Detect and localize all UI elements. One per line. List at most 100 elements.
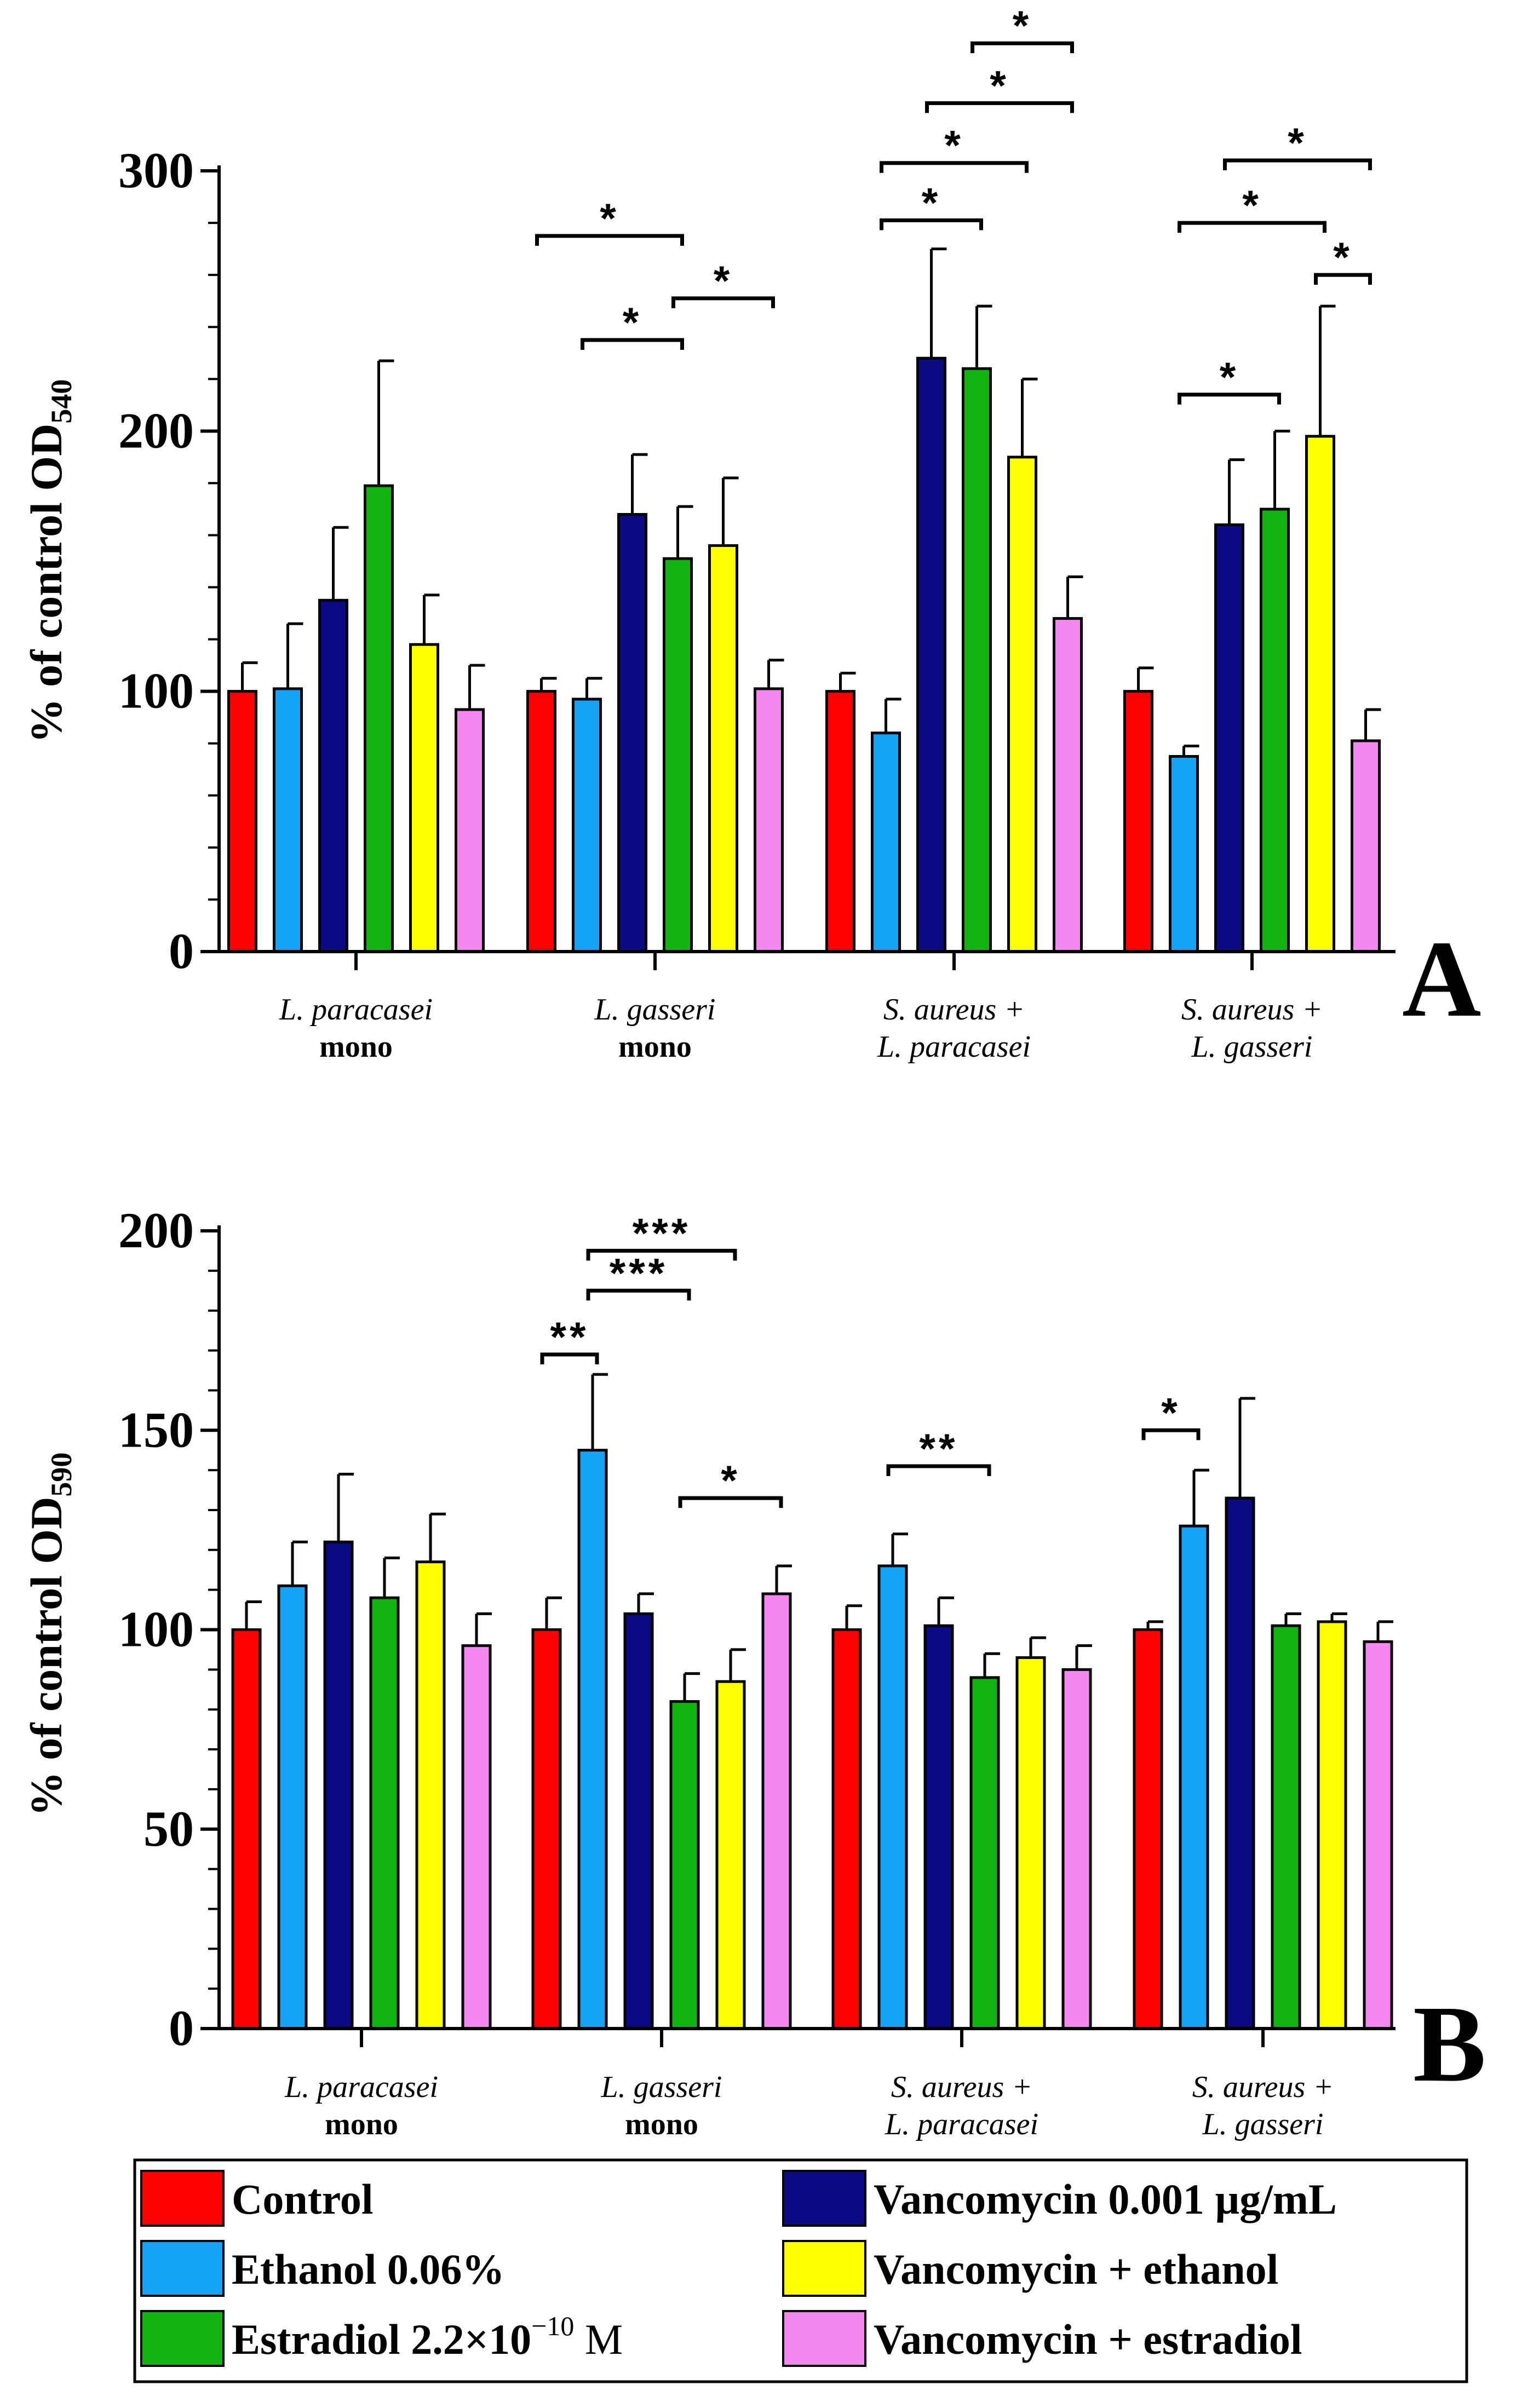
category-label-line1: S. aureus + bbox=[1181, 993, 1323, 1027]
y-tick-label: 200 bbox=[118, 402, 194, 458]
category-label-line2: mono bbox=[618, 1030, 692, 1064]
bar bbox=[227, 690, 257, 953]
y-tick-label: 100 bbox=[118, 663, 194, 719]
y-tick-label: 0 bbox=[169, 2000, 194, 2056]
legend-swatch bbox=[140, 2240, 225, 2297]
category-label-line2: L. gasseri bbox=[1191, 1030, 1313, 1064]
y-tick-label: 300 bbox=[118, 142, 194, 198]
bar bbox=[277, 1584, 308, 2030]
bar bbox=[1260, 508, 1290, 953]
bar bbox=[969, 1676, 1000, 2030]
significance-label: * bbox=[922, 180, 941, 226]
panel-b: 0 50 100 150 200 % of control OD590 L. paracas… bbox=[21, 1202, 1486, 2141]
category-label-line2: L. paracasei bbox=[877, 1030, 1031, 1064]
bar bbox=[1179, 1524, 1209, 2030]
bar bbox=[871, 731, 901, 953]
bar bbox=[455, 708, 485, 953]
significance-label: * bbox=[721, 1458, 740, 1504]
category-label-line2: L. gasseri bbox=[1202, 2107, 1324, 2141]
legend-item: Vancomycin + ethanol bbox=[782, 2240, 1278, 2297]
bar bbox=[669, 1700, 700, 2030]
bar bbox=[1363, 1640, 1393, 2030]
panel-a: 0 100 200 300 % of control OD540 L. paracasei… bbox=[21, 3, 1481, 1064]
y-axis-title: % of control OD540 bbox=[21, 379, 78, 744]
significance-label: * bbox=[600, 195, 619, 242]
y-tick-label: 0 bbox=[169, 923, 194, 979]
bar bbox=[1053, 617, 1083, 953]
significance-bracket bbox=[1141, 1428, 1201, 1441]
significance-bracket bbox=[971, 41, 1074, 54]
significance-label: * bbox=[1013, 3, 1032, 49]
significance-bracket bbox=[1223, 158, 1372, 170]
significance-bracket bbox=[880, 218, 983, 231]
significance-bracket bbox=[586, 1288, 691, 1301]
category-label-line1: L. gasseri bbox=[601, 2070, 722, 2104]
significance-bracket bbox=[540, 1352, 599, 1364]
bar bbox=[531, 1628, 562, 2030]
legend-label: Vancomycin 0.001 µg/mL bbox=[874, 2175, 1337, 2223]
significance-bracket bbox=[671, 296, 775, 308]
significance-label: *** bbox=[610, 1250, 668, 1297]
significance-bracket bbox=[886, 1464, 991, 1476]
significance-label: *** bbox=[633, 1210, 691, 1257]
category-label-line1: L. paracasei bbox=[279, 993, 433, 1027]
legend-item: Estradiol 2.2×10−10 M bbox=[140, 2310, 623, 2367]
bar bbox=[754, 687, 784, 953]
significance-bracket bbox=[925, 101, 1074, 113]
significance-label: * bbox=[1242, 182, 1262, 229]
legend-swatch bbox=[140, 2170, 225, 2227]
significance-bracket bbox=[1314, 273, 1372, 285]
significance-label: * bbox=[990, 62, 1009, 109]
legend: Control Ethanol 0.06% Estradiol 2.2×10−10 … bbox=[133, 2158, 1468, 2383]
category-label-line1: S. aureus + bbox=[883, 993, 1025, 1027]
y-tick-label: 50 bbox=[143, 1801, 194, 1857]
bar bbox=[715, 1680, 746, 2030]
bar bbox=[831, 1628, 862, 2030]
y-tick-label: 150 bbox=[118, 1402, 194, 1458]
legend-label: Vancomycin + estradiol bbox=[874, 2315, 1302, 2363]
significance-label: * bbox=[714, 258, 733, 304]
bar bbox=[323, 1540, 354, 2030]
category-label-line2: mono bbox=[319, 1030, 393, 1064]
bar bbox=[409, 643, 439, 953]
legend-item: Control bbox=[140, 2170, 374, 2227]
bar bbox=[577, 1449, 608, 2030]
bar bbox=[916, 356, 946, 953]
category-label-line2: mono bbox=[625, 2107, 698, 2141]
bar bbox=[415, 1560, 446, 2030]
significance-bracket bbox=[581, 338, 684, 350]
legend-item: Vancomycin 0.001 µg/mL bbox=[782, 2170, 1337, 2227]
bar bbox=[572, 698, 602, 953]
bar bbox=[1214, 523, 1244, 953]
bar bbox=[1133, 1628, 1163, 2030]
panel-letter: B bbox=[1413, 1984, 1486, 2105]
y-axis-title-subscript: 590 bbox=[45, 1453, 78, 1497]
bar bbox=[1317, 1620, 1347, 2030]
bar bbox=[1061, 1668, 1092, 2030]
category-label-line2: L. paracasei bbox=[885, 2107, 1038, 2141]
bar bbox=[617, 512, 647, 953]
y-axis-title-subscript: 540 bbox=[45, 379, 78, 424]
bar bbox=[369, 1596, 400, 2030]
panel-letter: A bbox=[1402, 919, 1481, 1040]
bar bbox=[923, 1624, 954, 2030]
significance-label: * bbox=[1161, 1390, 1181, 1436]
bar bbox=[461, 1644, 492, 2030]
legend-swatch bbox=[782, 2170, 866, 2227]
bar bbox=[877, 1564, 908, 2030]
bar bbox=[708, 544, 738, 953]
legend-swatch bbox=[782, 2310, 866, 2367]
y-tick-label: 100 bbox=[118, 1602, 194, 1657]
category-label-line1: L. paracasei bbox=[284, 2070, 438, 2104]
bar bbox=[318, 598, 348, 953]
category-label-line1: S. aureus + bbox=[1192, 2070, 1334, 2104]
significance-label: * bbox=[1220, 354, 1239, 401]
category-label-line1: S. aureus + bbox=[891, 2070, 1032, 2104]
bar bbox=[526, 690, 556, 953]
bar bbox=[364, 484, 394, 953]
legend-label: Ethanol 0.06% bbox=[232, 2245, 504, 2293]
legend-label: Control bbox=[232, 2175, 374, 2223]
bar bbox=[231, 1628, 262, 2030]
legend-item: Vancomycin + estradiol bbox=[782, 2310, 1302, 2367]
